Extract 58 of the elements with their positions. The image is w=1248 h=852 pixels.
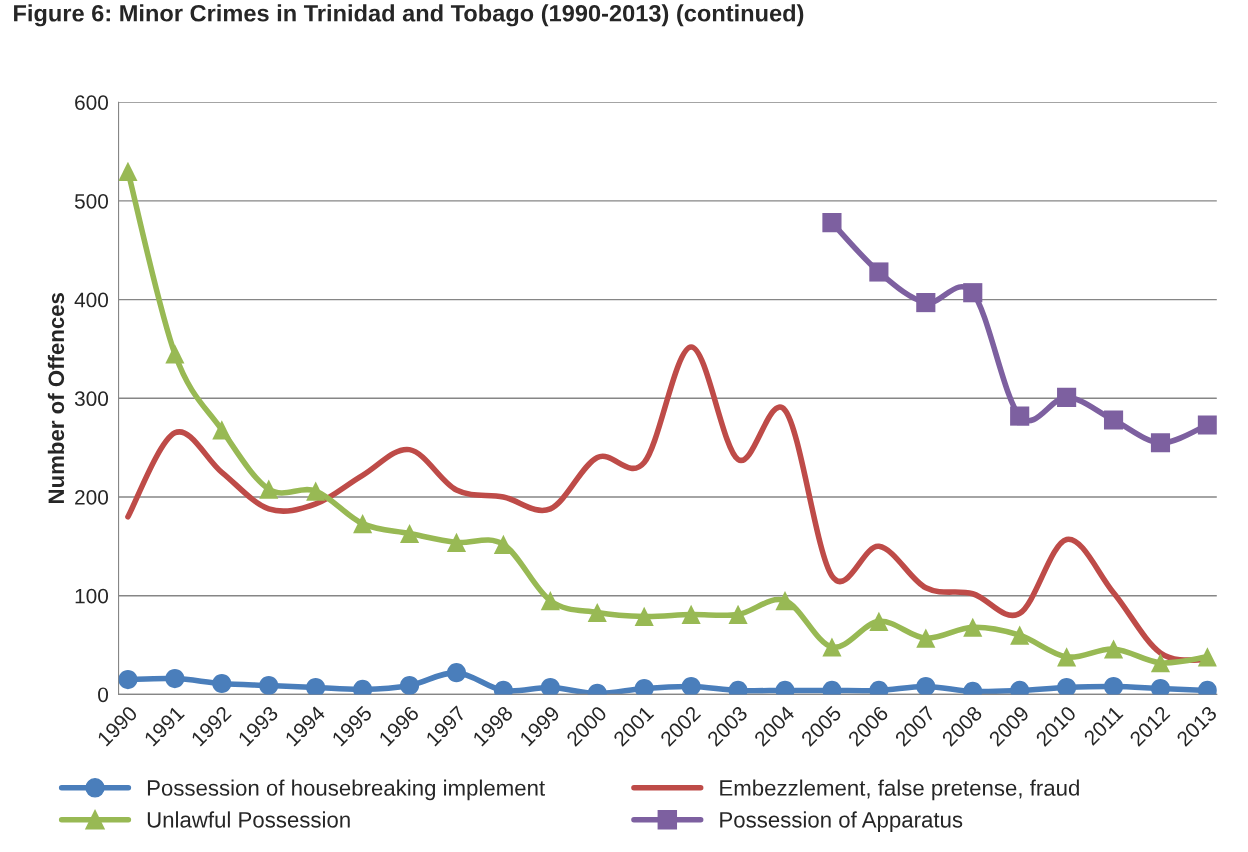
point [259, 675, 279, 695]
point [681, 604, 701, 625]
point [165, 344, 185, 364]
point [306, 677, 326, 695]
point [493, 534, 513, 554]
point [1103, 410, 1124, 430]
point [681, 676, 701, 695]
point [1197, 647, 1217, 667]
point [1150, 653, 1171, 673]
point [916, 293, 936, 313]
point [306, 481, 326, 501]
legend-label: Embezzlement, false pretense, fraud [720, 779, 1079, 801]
point [399, 675, 420, 695]
point [775, 591, 795, 611]
y-tick-label: 600 [75, 95, 109, 110]
point [1057, 647, 1077, 667]
point [1103, 639, 1124, 659]
point [212, 420, 232, 440]
y-tick-label: 400 [74, 292, 109, 308]
y-tick-label: 0 [98, 687, 109, 703]
legend-label: Possession of housebreaking implement [147, 779, 545, 801]
point [822, 213, 842, 233]
y-tick-label: 300 [74, 391, 109, 407]
point [118, 670, 138, 690]
point [916, 628, 936, 648]
chart-title: Figure 6: Minor Crimes in Trinidad and Tobago (1990-2013) (continued) [14, 4, 804, 27]
point [1103, 676, 1124, 695]
point [1150, 433, 1171, 453]
point [446, 532, 467, 552]
point [446, 663, 467, 683]
point [212, 673, 232, 694]
point [1010, 625, 1030, 645]
legend-label: Possession of Apparatus [720, 811, 963, 833]
point [1057, 677, 1077, 695]
point [399, 523, 420, 544]
point [540, 677, 560, 695]
y-tick-label: 200 [75, 490, 109, 505]
y-tick-label: 500 [74, 193, 109, 209]
point [728, 604, 748, 625]
point [822, 637, 842, 657]
point [963, 617, 983, 637]
point [165, 669, 185, 689]
point [869, 262, 889, 282]
point [916, 676, 936, 695]
point [1197, 415, 1217, 435]
point [869, 611, 889, 631]
y-axis-title: Number of Offences [47, 293, 65, 504]
point [118, 161, 138, 181]
point [1057, 387, 1077, 407]
point [540, 591, 560, 611]
y-tick-label: 100 [75, 588, 109, 604]
point [1010, 406, 1030, 426]
point [963, 283, 983, 303]
point [259, 479, 279, 499]
point [634, 606, 654, 626]
legend-label: Unlawful Possession [147, 811, 350, 828]
point [587, 602, 607, 623]
point [353, 514, 373, 534]
